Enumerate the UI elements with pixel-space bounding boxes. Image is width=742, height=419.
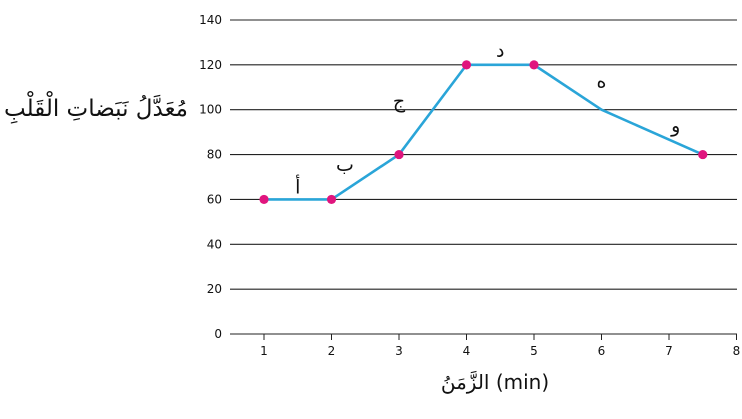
y-tick-label-100: 100 <box>199 103 222 117</box>
x-tick-label-3: 3 <box>395 344 403 358</box>
x-tick-label-2: 2 <box>328 344 336 358</box>
x-tick-label-7: 7 <box>665 344 673 358</box>
data-point-3 <box>461 60 472 70</box>
x-tick-label-4: 4 <box>463 344 471 358</box>
markers <box>259 60 708 205</box>
data-point-0 <box>259 194 269 205</box>
x-axis-ticks: 1 2 3 4 5 6 7 8 <box>260 334 740 358</box>
y-tick-label-140: 140 <box>199 13 222 27</box>
segment-label-3: د <box>496 40 504 62</box>
y-tick-label-20: 20 <box>207 282 222 296</box>
x-tick-label-6: 6 <box>598 344 606 358</box>
segment-label-1: ب <box>336 154 354 176</box>
series <box>264 63 704 201</box>
segment-label-5: و <box>670 115 680 137</box>
y-tick-label-40: 40 <box>207 237 222 251</box>
segment-labels: أ ب ج د ه و <box>295 40 680 199</box>
x-tick-label-5: 5 <box>530 344 538 358</box>
x-tick-label-8: 8 <box>733 344 741 358</box>
series-line-0 <box>264 63 704 201</box>
x-axis-label: الزَّمَنُ (min) <box>440 370 550 394</box>
data-point-1 <box>326 194 337 205</box>
grid <box>230 19 737 335</box>
y-tick-label-80: 80 <box>207 148 222 162</box>
data-point-2 <box>394 149 404 160</box>
segment-label-4: ه <box>597 70 607 92</box>
data-point-4 <box>529 60 539 70</box>
segment-label-0: أ <box>295 174 300 198</box>
segment-label-2: ج <box>393 91 406 113</box>
y-tick-label-0: 0 <box>214 327 222 341</box>
y-tick-label-120: 120 <box>199 58 222 72</box>
y-axis-ticks: 0 20 40 60 80 100 120 140 <box>199 13 222 341</box>
y-tick-label-60: 60 <box>207 192 222 206</box>
x-tick-label-1: 1 <box>260 344 268 358</box>
y-axis-label: مُعَدَّلُ نَبَضاتِ الْقَلْبِ <box>4 96 188 122</box>
data-point-5 <box>698 149 708 160</box>
